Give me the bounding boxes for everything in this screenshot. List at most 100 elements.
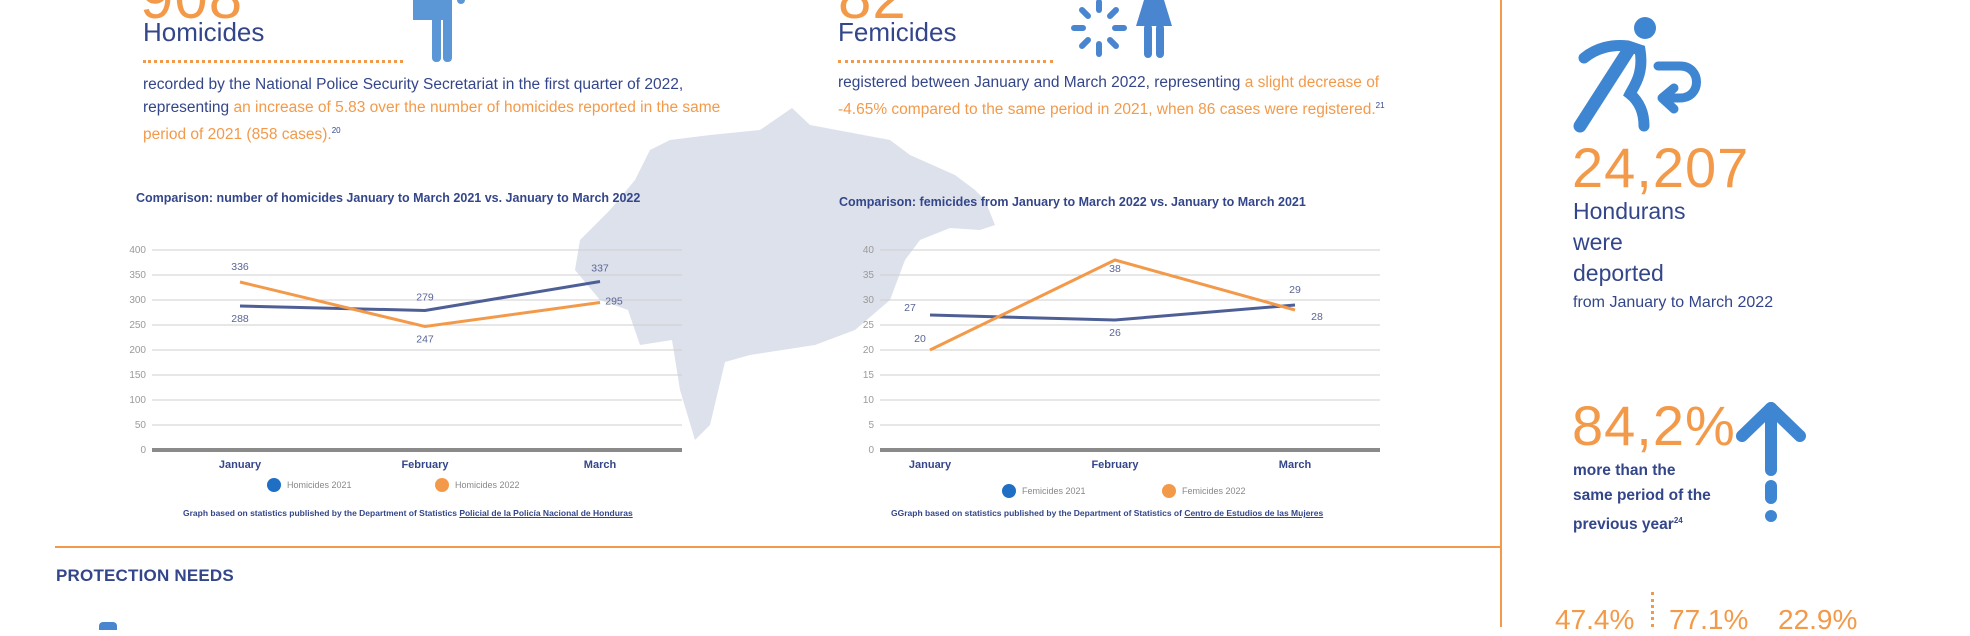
data-label: 38 — [1109, 263, 1121, 275]
protection-needs-title: PROTECTION NEEDS — [56, 566, 234, 585]
y-tick-label: 200 — [129, 345, 146, 356]
deportations-label-line: Hondurans — [1573, 198, 1686, 224]
man-icon — [413, 0, 465, 62]
y-tick-label: 30 — [863, 295, 875, 306]
femicides-chart-title: Comparison: femicides from January to Ma… — [839, 195, 1306, 209]
percentage-1: 47.4% — [1555, 604, 1635, 635]
legend-dot-2021 — [1002, 484, 1016, 498]
x-tick-label: January — [909, 459, 952, 471]
femicides-number: 82 — [838, 0, 907, 28]
y-tick-label: 5 — [868, 420, 874, 431]
deportation-person-icon — [1573, 17, 1701, 133]
series-line-femicides-2022 — [929, 258, 1296, 352]
source-link[interactable]: Centro de Estudios de las Mujeres — [1184, 508, 1324, 518]
femicides-divider — [838, 60, 1053, 63]
y-tick-label: 350 — [129, 270, 146, 281]
deportations-label-line: were — [1573, 229, 1623, 255]
y-tick-label: 15 — [863, 370, 875, 381]
y-tick-label: 300 — [129, 295, 146, 306]
femicides-legend-2022: Femicides 2022 — [1162, 484, 1246, 498]
homicides-description: recorded by the National Police Security… — [143, 73, 763, 146]
data-label: 337 — [591, 263, 609, 275]
protection-icon-partial — [99, 622, 117, 630]
y-tick-label: 35 — [863, 270, 875, 281]
increase-line: same period of the — [1573, 487, 1711, 504]
femicides-footnote: 21 — [1375, 101, 1385, 110]
legend-label: Homicides 2022 — [455, 480, 520, 490]
data-label: 295 — [605, 296, 623, 308]
data-label: 336 — [231, 261, 249, 273]
x-tick-label: March — [584, 459, 617, 471]
y-tick-label: 250 — [129, 320, 146, 331]
homicides-text-highlight: an increase of 5.83 over the number of h… — [143, 99, 721, 144]
femicides-chart-source: GGraph based on statistics published by … — [891, 508, 1323, 518]
percentage-3: 22.9% — [1778, 604, 1858, 635]
column-divider — [1500, 0, 1502, 627]
x-tick-label: March — [1279, 459, 1312, 471]
x-tick-label: February — [401, 459, 449, 471]
data-label: 27 — [904, 302, 916, 314]
series-line-femicides-2021 — [929, 303, 1296, 322]
y-tick-label: 50 — [135, 420, 147, 431]
homicides-legend-2021: Homicides 2021 — [267, 478, 352, 492]
series-line-homicides-2021 — [239, 280, 601, 313]
femicides-description: registered between January and March 202… — [838, 71, 1408, 121]
y-tick-label: 20 — [863, 345, 875, 356]
x-tick-label: January — [219, 459, 262, 471]
deportations-sub: from January to March 2022 — [1573, 294, 1774, 311]
y-tick-label: 25 — [863, 320, 875, 331]
homicides-chart-title: Comparison: number of homicides January … — [136, 191, 641, 205]
y-tick-label: 400 — [129, 245, 146, 256]
legend-dot-2022 — [1162, 484, 1176, 498]
y-tick-label: 40 — [863, 245, 875, 256]
femicides-text-highlight: a slight decrease of -4.65% compared to … — [838, 74, 1380, 119]
legend-label: Femicides 2022 — [1182, 486, 1246, 496]
increase-number: 84,2% — [1572, 394, 1736, 457]
legend-label: Femicides 2021 — [1022, 486, 1086, 496]
homicides-label: Homicides — [143, 17, 265, 47]
data-label: 26 — [1109, 327, 1121, 339]
legend-dot-2022 — [435, 478, 449, 492]
up-arrow-icon — [1736, 402, 1806, 522]
percentage-2: 77.1% — [1669, 604, 1749, 635]
homicides-line-chart: 0 50 100 150 200 250 300 350 400 January February M… — [129, 245, 682, 471]
increase-description: more than the same period of the previou… — [1573, 458, 1711, 537]
homicides-footnote: 20 — [331, 126, 341, 135]
femicides-label: Femicides — [838, 17, 957, 47]
increase-line: previous year — [1573, 516, 1674, 534]
x-tick-label: February — [1091, 459, 1139, 471]
legend-label: Homicides 2021 — [287, 480, 352, 490]
femicides-legend-2021: Femicides 2021 — [1002, 484, 1086, 498]
legend-dot-2021 — [267, 478, 281, 492]
homicides-number: 908 — [140, 0, 243, 28]
y-tick-label: 10 — [863, 395, 875, 406]
femicides-text-plain: registered between January and March 202… — [838, 74, 1245, 91]
homicides-text-plain: recorded by the National Police Security… — [143, 76, 684, 116]
increase-line: more than the — [1573, 462, 1676, 479]
y-tick-label: 0 — [140, 445, 146, 456]
data-label: 279 — [416, 292, 434, 304]
spinner-icon — [1071, 0, 1127, 57]
y-tick-label: 100 — [129, 395, 146, 406]
y-tick-label: 150 — [129, 370, 146, 381]
data-label: 247 — [416, 334, 434, 346]
woman-icon — [1136, 0, 1172, 58]
homicides-divider — [143, 60, 403, 63]
percentage-divider — [1651, 592, 1654, 627]
series-line-homicides-2022 — [239, 280, 601, 329]
deportations-number: 24,207 — [1572, 136, 1750, 199]
deportations-label-line: deported — [1573, 260, 1664, 286]
deportations-label: Hondurans were deported — [1573, 196, 1686, 289]
data-label: 29 — [1289, 284, 1301, 296]
source-link[interactable]: Policial de la Policía Nacional de Hondu… — [459, 508, 633, 518]
protection-number-partial — [185, 620, 335, 627]
femicides-line-chart: 0 5 10 15 20 25 30 35 40 January February March 27 26… — [863, 245, 1380, 471]
homicides-chart-source: Graph based on statistics published by t… — [183, 508, 633, 518]
data-label: 28 — [1311, 311, 1323, 323]
source-prefix: Graph based on statistics published by t… — [183, 508, 460, 518]
source-prefix: GGraph based on statistics published by … — [891, 508, 1185, 518]
data-label: 288 — [231, 313, 249, 325]
homicides-legend-2022: Homicides 2022 — [435, 478, 520, 492]
increase-footnote: 24 — [1673, 516, 1683, 525]
data-label: 20 — [914, 333, 926, 345]
